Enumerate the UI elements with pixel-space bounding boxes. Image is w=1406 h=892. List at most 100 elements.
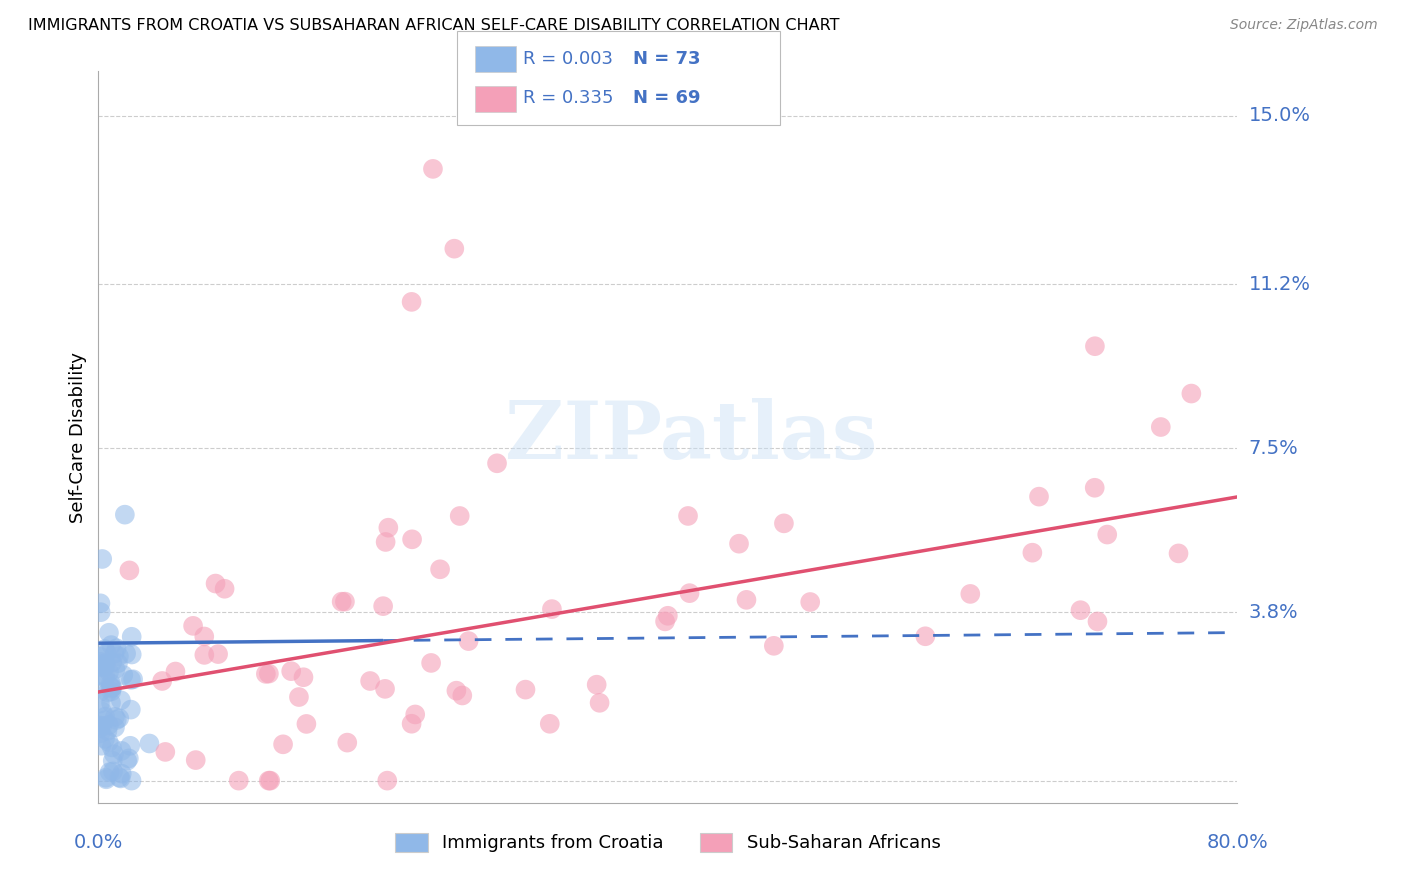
Text: 15.0%: 15.0% <box>1249 106 1310 125</box>
Point <box>121 630 143 644</box>
Point <box>451 689 474 703</box>
Point <box>657 608 679 623</box>
Point <box>446 683 468 698</box>
Point <box>207 647 229 661</box>
Point <box>1150 420 1173 434</box>
Point <box>333 594 356 608</box>
Point <box>138 737 160 751</box>
Point <box>1180 386 1202 401</box>
Point <box>654 615 676 629</box>
Point <box>486 456 509 470</box>
Point <box>373 599 395 614</box>
Point <box>429 562 451 576</box>
Point <box>375 773 398 788</box>
Point <box>93 657 115 671</box>
Point <box>89 718 111 732</box>
Point <box>100 684 122 698</box>
Point <box>676 508 699 523</box>
Point <box>374 681 396 696</box>
Text: N = 73: N = 73 <box>633 50 700 68</box>
Point <box>91 719 114 733</box>
Point <box>538 716 561 731</box>
Point <box>101 740 124 755</box>
Point <box>377 521 399 535</box>
Point <box>959 587 981 601</box>
Point <box>89 726 111 740</box>
Point <box>101 656 124 670</box>
Text: 3.8%: 3.8% <box>1249 603 1298 622</box>
Point <box>541 602 564 616</box>
Point <box>449 508 471 523</box>
Point <box>89 660 111 674</box>
Point <box>101 681 124 695</box>
Point <box>228 773 250 788</box>
Point <box>515 682 537 697</box>
Point <box>89 649 111 664</box>
Point <box>359 673 381 688</box>
Point <box>422 161 444 176</box>
Point <box>93 660 115 674</box>
Point <box>96 646 118 660</box>
Point <box>121 773 143 788</box>
Point <box>90 605 112 619</box>
Text: ZIPatlas: ZIPatlas <box>505 398 877 476</box>
Point <box>93 713 115 727</box>
Point <box>122 673 145 687</box>
Point <box>101 754 124 768</box>
Point <box>443 242 465 256</box>
Point <box>401 716 423 731</box>
Point <box>193 648 215 662</box>
Point <box>336 736 359 750</box>
Point <box>103 647 125 661</box>
Point <box>1069 603 1091 617</box>
Point <box>100 681 122 696</box>
Legend: Immigrants from Croatia, Sub-Saharan Africans: Immigrants from Croatia, Sub-Saharan Afr… <box>388 826 948 860</box>
Point <box>1087 615 1109 629</box>
Point <box>271 737 294 751</box>
Point <box>108 711 131 725</box>
Point <box>295 717 318 731</box>
Point <box>1097 527 1119 541</box>
Text: R = 0.003: R = 0.003 <box>523 50 613 68</box>
Point <box>799 595 821 609</box>
Point <box>401 294 423 309</box>
Point <box>94 670 117 684</box>
Point <box>259 773 281 788</box>
Point <box>96 685 118 699</box>
Point <box>104 662 127 676</box>
Point <box>204 576 226 591</box>
Point <box>257 773 280 788</box>
Point <box>98 765 121 780</box>
Point <box>1167 546 1189 560</box>
Point <box>420 656 443 670</box>
Point <box>93 642 115 657</box>
Point <box>155 745 177 759</box>
Point <box>165 665 187 679</box>
Point <box>401 533 423 547</box>
Y-axis label: Self-Care Disability: Self-Care Disability <box>69 351 87 523</box>
Point <box>193 630 215 644</box>
Point <box>89 596 111 610</box>
Point <box>114 508 136 522</box>
Point <box>90 739 112 753</box>
Text: 11.2%: 11.2% <box>1249 275 1310 293</box>
Point <box>96 723 118 738</box>
Point <box>330 595 353 609</box>
Point <box>288 690 311 704</box>
Point <box>98 665 121 679</box>
Point <box>257 666 280 681</box>
Point <box>404 707 426 722</box>
Point <box>96 772 118 787</box>
Point <box>214 582 236 596</box>
Point <box>184 753 207 767</box>
Point <box>98 718 121 732</box>
Point <box>100 680 122 694</box>
Point <box>111 766 134 780</box>
Point <box>94 731 117 746</box>
Text: IMMIGRANTS FROM CROATIA VS SUBSAHARAN AFRICAN SELF-CARE DISABILITY CORRELATION C: IMMIGRANTS FROM CROATIA VS SUBSAHARAN AF… <box>28 18 839 33</box>
Point <box>914 629 936 643</box>
Point <box>108 771 131 785</box>
Point <box>585 678 607 692</box>
Text: 7.5%: 7.5% <box>1249 439 1298 458</box>
Point <box>105 641 128 656</box>
